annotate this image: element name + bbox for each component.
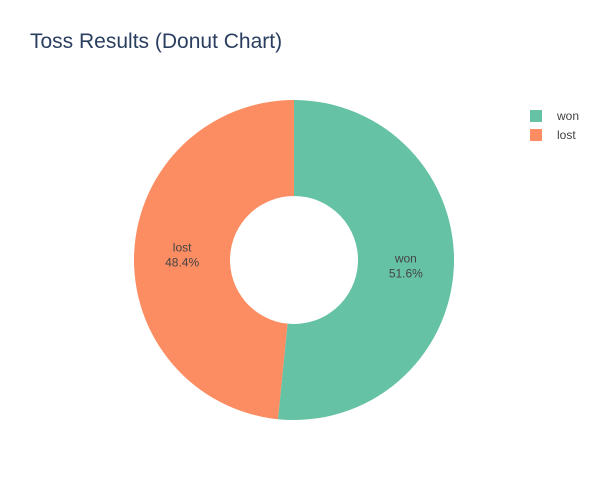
slice-label-won: won — [394, 252, 417, 266]
donut-slice-lost[interactable] — [134, 100, 294, 420]
donut-slices — [134, 100, 455, 420]
legend-item-lost[interactable]: lost — [530, 125, 579, 144]
donut-slice-won[interactable] — [277, 100, 455, 420]
slice-percent-lost: 48.4% — [165, 255, 199, 269]
legend-swatch-won — [530, 109, 542, 122]
legend-label-won: won — [557, 108, 580, 123]
chart-title: Toss Results (Donut Chart) — [30, 30, 283, 53]
legend: won lost — [530, 106, 579, 144]
legend-label-lost: lost — [557, 127, 576, 142]
slice-percent-won: 51.6% — [389, 267, 423, 281]
legend-swatch-lost — [530, 128, 542, 141]
slice-label-lost: lost — [173, 240, 192, 254]
legend-item-won[interactable]: won — [530, 106, 579, 125]
